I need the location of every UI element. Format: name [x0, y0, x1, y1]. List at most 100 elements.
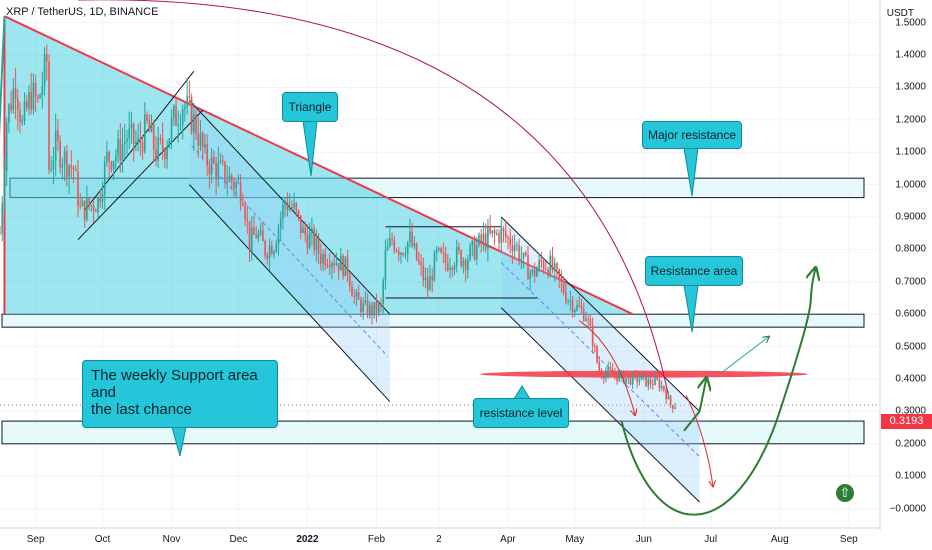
candle-body — [660, 386, 663, 389]
time-tick-label: Aug — [770, 534, 789, 545]
candle-body — [139, 137, 142, 143]
candle-body — [643, 375, 645, 377]
candle-body — [518, 244, 520, 261]
candle-body — [237, 182, 240, 184]
candle-body — [384, 250, 387, 281]
price-tick-label: 0.3000 — [895, 405, 926, 417]
projection-bounce-arrow — [683, 379, 706, 432]
time-tick-label: Jun — [635, 534, 652, 545]
channel-rise-lower — [77, 109, 204, 241]
candle-body — [611, 369, 614, 375]
candle-body — [489, 227, 491, 233]
candle-body — [569, 300, 572, 302]
candle-body — [567, 300, 569, 302]
candle-body — [663, 386, 665, 391]
time-tick-label: Sep — [839, 534, 858, 545]
candle-body — [137, 137, 139, 143]
candle-body — [473, 240, 476, 260]
candle-body — [48, 61, 50, 170]
candle-body — [239, 182, 242, 204]
candle-body — [442, 252, 445, 254]
candle-body — [491, 230, 494, 233]
candle-body — [41, 85, 44, 95]
callout-resistance-area[interactable]: Resistance area — [645, 256, 743, 286]
candle-body — [219, 160, 222, 163]
candle-body — [440, 248, 442, 253]
candle-body — [250, 227, 253, 251]
candle-body — [119, 139, 122, 161]
candle-body — [629, 376, 632, 385]
candle-body — [578, 304, 581, 307]
candle-body — [671, 405, 674, 409]
candle-body — [634, 373, 636, 375]
candle-body — [389, 238, 391, 247]
candle-body — [199, 132, 202, 146]
candle-body — [328, 265, 331, 268]
candle-body — [34, 82, 37, 97]
drawings — [0, 0, 808, 503]
callout-triangle[interactable]: Triangle — [282, 92, 338, 122]
arrow-up-circle-icon[interactable]: ⇧ — [836, 484, 854, 502]
candle-body — [455, 246, 458, 266]
candle-body — [166, 147, 168, 160]
arrows — [171, 120, 815, 516]
candle-body — [582, 308, 585, 321]
candle-body — [14, 88, 17, 99]
candle-body — [404, 254, 407, 256]
candle-body — [540, 259, 543, 262]
candle-body — [148, 120, 151, 132]
candle-body — [391, 238, 393, 241]
candle-body — [371, 304, 373, 316]
candle-body — [61, 164, 64, 168]
candle-body — [560, 278, 563, 283]
candle-body — [277, 228, 280, 245]
callout-major-resistance[interactable]: Major resistance — [642, 121, 742, 149]
candle-body — [531, 269, 534, 273]
candle-body — [366, 300, 369, 316]
candle-body — [487, 227, 489, 249]
candle-body — [146, 114, 148, 121]
candle-body — [498, 233, 500, 243]
price-tick-label: 0.4000 — [895, 373, 926, 385]
candle-body — [141, 142, 144, 152]
callout-weekly-support[interactable]: The weekly Support area and the last cha… — [82, 360, 278, 428]
callout-resistance-level[interactable]: resistance level — [473, 398, 569, 428]
channel-may-upper — [500, 216, 700, 412]
candle-body — [135, 142, 137, 144]
candle-body — [484, 233, 487, 249]
candle-body — [121, 144, 124, 161]
candle-body — [0, 233, 1, 235]
candle-body — [313, 228, 315, 251]
candle-body — [587, 318, 589, 320]
price-tick-label: 1.5000 — [895, 17, 926, 29]
candle-body — [130, 123, 133, 129]
candle-body — [649, 379, 652, 384]
candle-body — [340, 255, 342, 271]
projection-thin-arrow — [721, 337, 769, 373]
candle-body — [59, 141, 61, 168]
resistance-area-zone — [1, 313, 865, 328]
candle-body — [248, 221, 251, 251]
symbol-title: XRP / TetherUS, 1D, BINANCE — [6, 6, 159, 18]
price-tick-label: 0.8000 — [895, 243, 926, 255]
candle-body — [614, 374, 616, 376]
candle-body — [469, 245, 471, 260]
unit-label: USDT — [886, 8, 914, 19]
candle-body — [411, 231, 413, 247]
candle-body — [640, 375, 643, 380]
candles — [0, 44, 676, 413]
candle-body — [337, 263, 340, 271]
candle-body — [369, 304, 371, 316]
candle-body — [175, 105, 177, 126]
candle-body — [433, 253, 436, 281]
channel-dec-midline — [191, 145, 389, 357]
candle-body — [573, 309, 576, 312]
candle-body — [1, 202, 4, 234]
candle-body — [627, 376, 630, 379]
candle-body — [395, 250, 398, 252]
candle-body — [210, 157, 213, 175]
candle-body — [293, 203, 295, 209]
candle-body — [262, 230, 264, 242]
